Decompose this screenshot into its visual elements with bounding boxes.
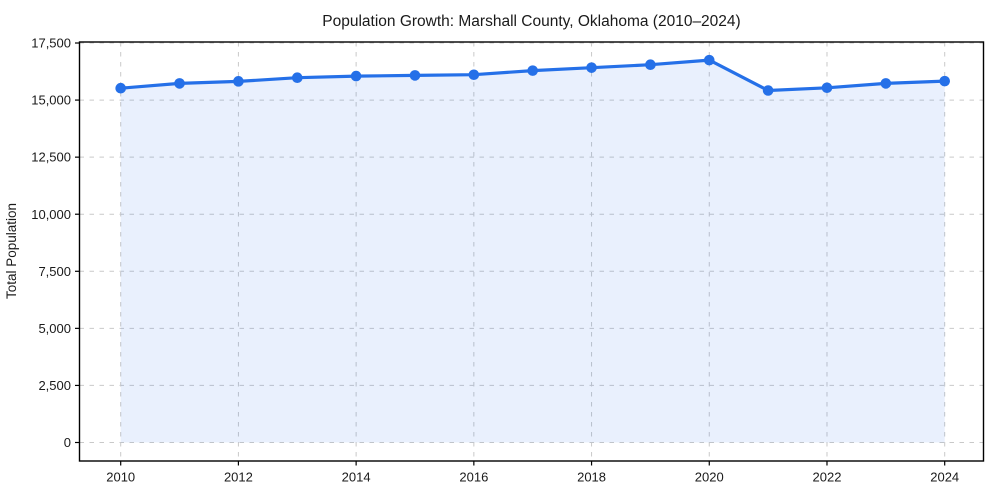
y-tick-label: 0 (64, 435, 71, 450)
data-point (115, 82, 126, 94)
data-point (291, 72, 303, 84)
y-tick-label: 15,000 (31, 93, 71, 108)
x-tick-label: 2010 (106, 470, 135, 485)
chart-title: Population Growth: Marshall County, Okla… (322, 13, 740, 30)
y-tick-label: 2,500 (38, 378, 71, 393)
x-tick-label: 2022 (813, 470, 842, 485)
y-tick-label: 12,500 (31, 150, 71, 165)
data-point (174, 78, 185, 89)
series-layer (115, 54, 950, 443)
x-tick-label: 2024 (930, 470, 959, 485)
y-tick-label: 7,500 (38, 264, 71, 279)
data-point (527, 65, 538, 76)
grid-layer (79, 42, 984, 461)
x-tick-label: 2012 (224, 470, 253, 485)
x-tick-label: 2014 (342, 470, 371, 485)
plot-frame (78, 41, 985, 462)
data-point (586, 62, 597, 73)
data-point (821, 82, 833, 94)
data-point (233, 76, 244, 87)
data-point (703, 54, 715, 66)
area-fill (120, 60, 945, 443)
x-tick-label: 2016 (459, 470, 488, 485)
data-point (939, 75, 950, 87)
tick-layer: 0 2,500 5,000 7,500 10,000 12,500 15,000 17,500… (31, 36, 959, 485)
data-point (762, 85, 774, 96)
y-tick-label: 5,000 (38, 321, 71, 336)
y-tick-label: 10,000 (31, 207, 71, 222)
x-tick-label: 2020 (695, 470, 724, 485)
x-tick-label: 2018 (577, 470, 606, 485)
data-point (645, 59, 656, 70)
data-point (880, 78, 892, 89)
y-axis-title: Total Population (4, 203, 19, 299)
y-tick-label: 17,500 (31, 36, 71, 51)
data-point (350, 70, 362, 82)
data-point (409, 70, 421, 81)
frame-layer (78, 41, 985, 462)
data-point (468, 69, 480, 81)
